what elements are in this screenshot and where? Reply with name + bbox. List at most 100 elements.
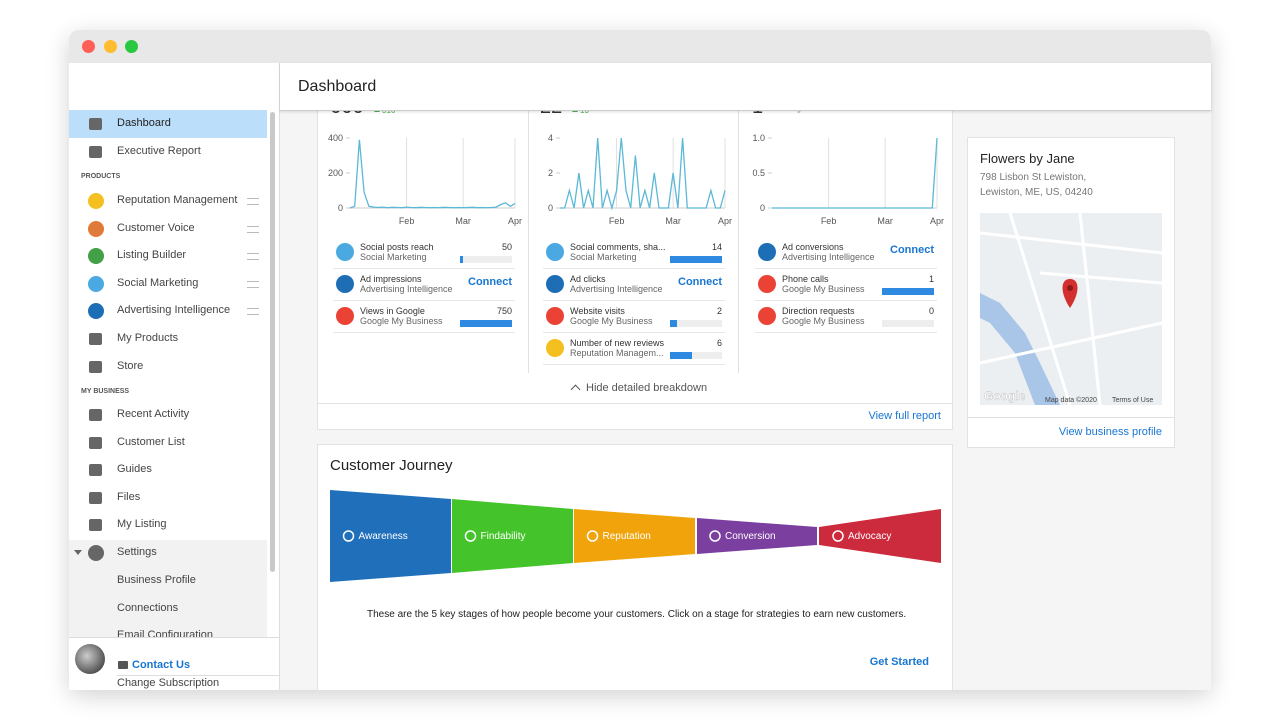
source-icon <box>546 275 564 293</box>
change: no change <box>772 111 805 113</box>
stage-icon <box>832 530 844 542</box>
bar-track <box>460 256 512 263</box>
map-terms[interactable]: Terms of Use <box>1112 397 1153 404</box>
row-divider <box>543 364 725 365</box>
line-chart: 0 200 400 Feb Mar Apr <box>328 133 522 226</box>
journey-stage[interactable] <box>697 518 817 554</box>
menu-item[interactable]: Listing Builder <box>117 249 187 262</box>
y-tick-label: 4 <box>548 133 553 143</box>
subscription-link[interactable]: Change Subscription <box>117 677 220 689</box>
connect-button[interactable]: Connect <box>678 276 722 288</box>
journey-stage[interactable] <box>452 499 573 573</box>
source-icon <box>758 307 776 325</box>
metric-value: 1 <box>928 274 934 284</box>
menu-item[interactable]: Files <box>117 490 141 503</box>
metric-name: Social posts reach <box>360 242 434 252</box>
metric-source: Advertising Intelligence <box>782 252 875 262</box>
stage-icon <box>709 530 721 542</box>
journey-title: Customer Journey <box>330 457 453 474</box>
map-bg <box>980 213 1162 405</box>
close-button[interactable] <box>82 40 95 53</box>
map-road <box>1039 271 1163 285</box>
journey-stage[interactable] <box>819 509 941 563</box>
metric-name: Social comments, sha... <box>570 242 666 252</box>
map-road <box>1008 212 1072 406</box>
expand-arrow <box>74 550 82 555</box>
change-arrow <box>572 111 578 112</box>
connect-button[interactable]: Connect <box>890 244 934 256</box>
title-bar <box>69 30 1211 63</box>
chat-icon <box>118 661 128 669</box>
drag-handle <box>247 198 259 205</box>
metric-source: Social Marketing <box>570 252 637 262</box>
row-divider <box>755 268 937 269</box>
menu-item[interactable]: Store <box>117 359 144 372</box>
x-tick-label: Feb <box>609 216 625 226</box>
map-road <box>979 231 1163 255</box>
source-icon <box>758 243 776 261</box>
metric-name: Views in Google <box>360 306 425 316</box>
source-icon <box>336 275 354 293</box>
menu-icon <box>89 409 102 421</box>
map-road <box>1078 212 1102 406</box>
view-full-report[interactable]: View full report <box>868 410 941 422</box>
menu-item[interactable]: Guides <box>117 463 152 476</box>
change: 13 <box>580 111 589 115</box>
menu-item[interactable]: Settings <box>117 546 157 558</box>
page-title: Dashboard <box>298 78 377 95</box>
menu-icon <box>89 464 102 477</box>
metric-value: 14 <box>711 242 722 252</box>
journey-stage[interactable] <box>574 509 695 563</box>
metric-bar <box>670 256 722 263</box>
stage-label: Awareness <box>359 531 408 542</box>
menu-item[interactable]: Recent Activity <box>117 408 190 420</box>
view-business-profile[interactable]: View business profile <box>1058 426 1162 438</box>
source-icon <box>336 307 354 325</box>
menu-item[interactable]: Executive Report <box>117 145 201 157</box>
get-started[interactable]: Get Started <box>869 656 929 668</box>
product-icon <box>88 248 104 265</box>
footer-divider <box>117 675 279 676</box>
menu-item[interactable]: Customer List <box>117 435 185 448</box>
line-chart: 0 0.5 1.0 Feb Mar Apr <box>752 133 944 226</box>
contact-link[interactable]: Contact Us <box>132 659 191 671</box>
row-divider <box>333 300 515 301</box>
minimize-button[interactable] <box>104 40 117 53</box>
row-divider <box>543 300 725 301</box>
total: 1 <box>752 111 763 119</box>
maximize-button[interactable] <box>125 40 138 53</box>
drag-handle <box>247 225 259 233</box>
sidebar: Dashboard Executive Report PRODUCTS Reputat… <box>69 63 280 690</box>
map: Google Map data ©2020 Terms of Use <box>979 212 1163 406</box>
metric-value: 0 <box>928 306 934 316</box>
metric-source: Advertising Intelligence <box>570 284 663 294</box>
sidebar-footer <box>69 637 279 690</box>
journey-stage[interactable] <box>330 490 451 582</box>
menu-item[interactable]: Reputation Management <box>117 194 238 206</box>
row-divider <box>333 268 515 269</box>
breakdown-toggle[interactable]: Hide detailed breakdown <box>586 382 708 394</box>
menu-item[interactable]: My Products <box>117 332 179 344</box>
metric-bar <box>670 320 678 327</box>
submenu-item[interactable]: Connections <box>117 601 179 614</box>
menu-item[interactable]: Advertising Intelligence <box>117 304 231 317</box>
x-tick-label: Apr <box>508 216 522 226</box>
submenu-item[interactable]: Business Profile <box>117 574 196 586</box>
drag-handle <box>247 253 259 261</box>
menu-icon <box>89 118 102 130</box>
metric-source: Social Marketing <box>360 252 427 262</box>
card-divider <box>967 417 1175 418</box>
stage-label: Advocacy <box>848 531 891 542</box>
map-attribution: Map data ©2020 <box>1045 396 1097 404</box>
bar-track <box>882 320 934 327</box>
menu-icon <box>89 519 102 532</box>
menu-item[interactable]: Dashboard <box>117 117 171 129</box>
connect-button[interactable]: Connect <box>468 276 512 288</box>
total: 22 <box>540 111 562 119</box>
menu-item[interactable]: My Listing <box>117 518 167 531</box>
source-icon <box>336 243 354 261</box>
menu-item[interactable]: Customer Voice <box>117 221 195 234</box>
menu-item[interactable]: Social Marketing <box>117 276 199 289</box>
map-river <box>980 293 1060 405</box>
change: 316 <box>382 111 395 115</box>
